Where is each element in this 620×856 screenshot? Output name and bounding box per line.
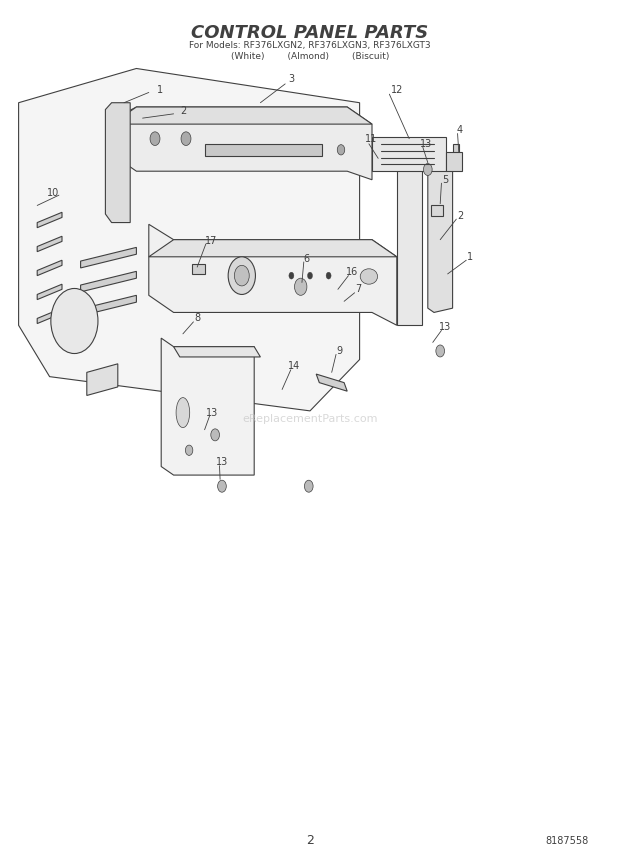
Text: 3: 3 — [288, 74, 294, 84]
Text: 7: 7 — [355, 284, 361, 294]
Text: 14: 14 — [288, 361, 301, 372]
Polygon shape — [37, 308, 62, 324]
Polygon shape — [37, 212, 62, 228]
Text: 13: 13 — [206, 407, 218, 418]
Polygon shape — [149, 240, 397, 257]
Circle shape — [294, 278, 307, 295]
Text: 1: 1 — [157, 85, 163, 95]
Circle shape — [234, 265, 249, 286]
Text: 2: 2 — [180, 106, 186, 116]
Text: CONTROL PANEL PARTS: CONTROL PANEL PARTS — [192, 23, 428, 42]
Text: 10: 10 — [46, 187, 59, 198]
Ellipse shape — [176, 397, 190, 428]
Text: eReplacementParts.com: eReplacementParts.com — [242, 414, 378, 425]
Polygon shape — [149, 224, 397, 325]
Circle shape — [436, 345, 445, 357]
Polygon shape — [372, 137, 446, 171]
Text: 16: 16 — [346, 267, 358, 277]
Text: 11: 11 — [365, 134, 377, 144]
Text: 1: 1 — [467, 252, 473, 262]
Text: 9: 9 — [337, 346, 343, 356]
Ellipse shape — [360, 269, 378, 284]
Circle shape — [326, 272, 331, 279]
Polygon shape — [112, 107, 372, 180]
Polygon shape — [81, 247, 136, 268]
Polygon shape — [81, 295, 136, 316]
Text: 13: 13 — [216, 457, 228, 467]
Polygon shape — [397, 154, 422, 325]
Circle shape — [304, 480, 313, 492]
Circle shape — [289, 272, 294, 279]
Polygon shape — [431, 205, 443, 216]
Polygon shape — [428, 163, 453, 312]
Circle shape — [228, 257, 255, 294]
Polygon shape — [453, 144, 459, 158]
Text: 6: 6 — [304, 253, 310, 264]
Text: 2: 2 — [306, 834, 314, 847]
Polygon shape — [316, 374, 347, 391]
Polygon shape — [81, 271, 136, 292]
Circle shape — [423, 163, 432, 175]
Polygon shape — [37, 260, 62, 276]
Polygon shape — [161, 338, 254, 475]
Circle shape — [51, 288, 98, 354]
Polygon shape — [105, 103, 130, 223]
Text: 12: 12 — [391, 85, 403, 95]
Polygon shape — [174, 347, 260, 357]
Text: 13: 13 — [420, 139, 433, 149]
Text: 8187558: 8187558 — [546, 835, 589, 846]
Polygon shape — [192, 264, 205, 274]
Polygon shape — [87, 364, 118, 395]
Polygon shape — [37, 284, 62, 300]
Polygon shape — [112, 107, 372, 124]
Circle shape — [308, 272, 312, 279]
Circle shape — [185, 445, 193, 455]
Circle shape — [218, 480, 226, 492]
Polygon shape — [19, 68, 360, 411]
Text: 8: 8 — [194, 313, 200, 324]
Text: 5: 5 — [442, 175, 448, 185]
Circle shape — [181, 132, 191, 146]
Text: 4: 4 — [457, 125, 463, 135]
Circle shape — [150, 132, 160, 146]
Text: 13: 13 — [439, 322, 451, 332]
Polygon shape — [37, 236, 62, 252]
Text: 17: 17 — [205, 236, 217, 247]
Text: (White)        (Almond)        (Biscuit): (White) (Almond) (Biscuit) — [231, 52, 389, 61]
Circle shape — [337, 145, 345, 155]
Polygon shape — [205, 144, 322, 156]
Text: 2: 2 — [457, 211, 463, 221]
Text: For Models: RF376LXGN2, RF376LXGN3, RF376LXGT3: For Models: RF376LXGN2, RF376LXGN3, RF37… — [189, 41, 431, 50]
Polygon shape — [446, 152, 462, 171]
Circle shape — [211, 429, 219, 441]
